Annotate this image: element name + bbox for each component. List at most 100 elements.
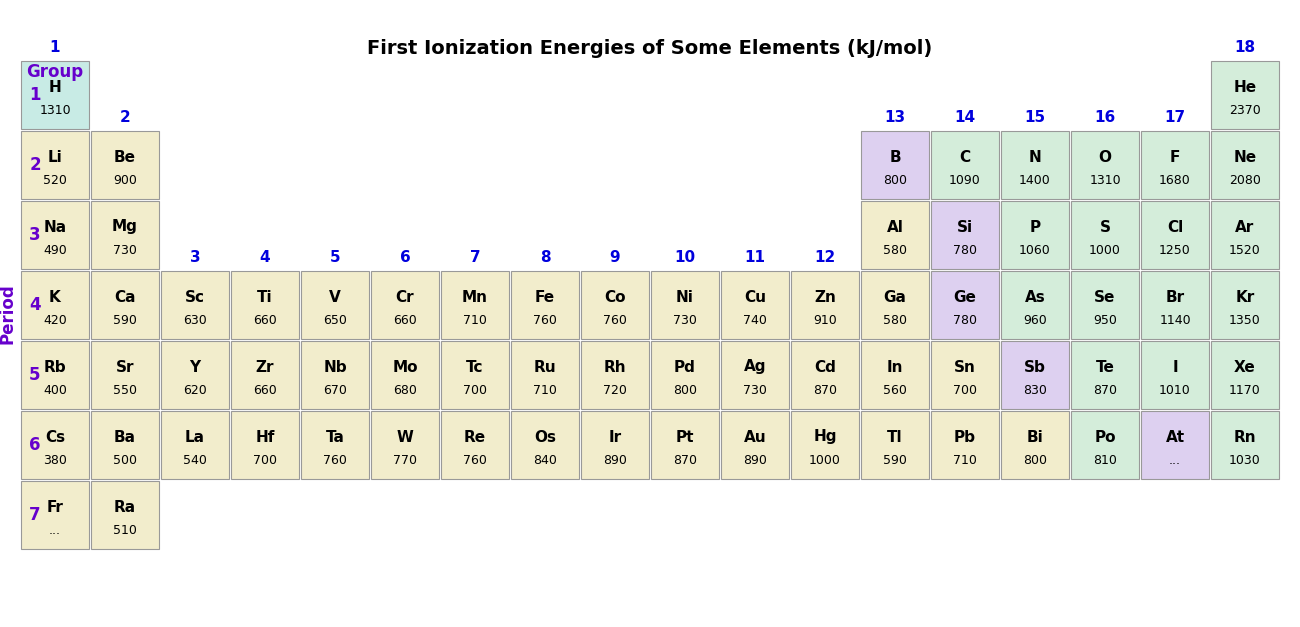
FancyBboxPatch shape	[581, 341, 649, 409]
Text: ...: ...	[49, 524, 61, 537]
Text: Pt: Pt	[676, 429, 694, 445]
FancyBboxPatch shape	[1071, 341, 1139, 409]
FancyBboxPatch shape	[1001, 341, 1069, 409]
Text: 1680: 1680	[1160, 174, 1191, 186]
FancyBboxPatch shape	[370, 271, 439, 339]
Text: 1520: 1520	[1228, 243, 1261, 256]
Text: 780: 780	[953, 243, 978, 256]
Text: Mn: Mn	[462, 290, 488, 305]
Text: Al: Al	[887, 219, 903, 234]
Text: Ca: Ca	[114, 290, 135, 305]
FancyBboxPatch shape	[1212, 131, 1279, 199]
Text: 1010: 1010	[1160, 384, 1191, 396]
Text: 3: 3	[29, 226, 40, 244]
FancyBboxPatch shape	[441, 341, 510, 409]
FancyBboxPatch shape	[21, 271, 88, 339]
Text: 380: 380	[43, 453, 66, 466]
Text: 7: 7	[469, 250, 480, 265]
FancyBboxPatch shape	[651, 411, 719, 479]
Text: 810: 810	[1093, 453, 1117, 466]
Text: 590: 590	[113, 314, 136, 327]
Text: 1090: 1090	[949, 174, 982, 186]
FancyBboxPatch shape	[441, 411, 510, 479]
Text: 11: 11	[745, 250, 766, 265]
FancyBboxPatch shape	[91, 271, 159, 339]
Text: 4: 4	[260, 250, 270, 265]
Text: 7: 7	[29, 506, 40, 524]
FancyBboxPatch shape	[21, 481, 88, 549]
FancyBboxPatch shape	[790, 271, 859, 339]
Text: 490: 490	[43, 243, 66, 256]
Text: 840: 840	[533, 453, 556, 466]
Text: Ge: Ge	[954, 290, 976, 305]
Text: Zn: Zn	[814, 290, 836, 305]
FancyBboxPatch shape	[21, 341, 88, 409]
FancyBboxPatch shape	[302, 341, 369, 409]
Text: 760: 760	[533, 314, 556, 327]
Text: 1400: 1400	[1019, 174, 1050, 186]
FancyBboxPatch shape	[861, 411, 930, 479]
FancyBboxPatch shape	[861, 341, 930, 409]
Text: Rh: Rh	[603, 359, 627, 374]
Text: 510: 510	[113, 524, 136, 537]
FancyBboxPatch shape	[651, 341, 719, 409]
Text: ...: ...	[1169, 453, 1180, 466]
Text: Sn: Sn	[954, 359, 976, 374]
Text: Ni: Ni	[676, 290, 694, 305]
FancyBboxPatch shape	[861, 131, 930, 199]
FancyBboxPatch shape	[1141, 131, 1209, 199]
Text: Zr: Zr	[256, 359, 274, 374]
FancyBboxPatch shape	[1212, 61, 1279, 129]
FancyBboxPatch shape	[91, 131, 159, 199]
Text: Cr: Cr	[395, 290, 415, 305]
Text: 6: 6	[29, 436, 40, 454]
FancyBboxPatch shape	[511, 341, 578, 409]
Text: 540: 540	[183, 453, 207, 466]
Text: 6: 6	[399, 250, 411, 265]
Text: 16: 16	[1095, 110, 1115, 125]
FancyBboxPatch shape	[1212, 411, 1279, 479]
FancyBboxPatch shape	[1212, 271, 1279, 339]
Text: 4: 4	[29, 296, 40, 314]
FancyBboxPatch shape	[790, 411, 859, 479]
Text: Fr: Fr	[47, 500, 64, 515]
FancyBboxPatch shape	[722, 341, 789, 409]
FancyBboxPatch shape	[861, 271, 930, 339]
Text: 560: 560	[883, 384, 907, 396]
Text: 8: 8	[540, 250, 550, 265]
Text: 12: 12	[814, 250, 836, 265]
FancyBboxPatch shape	[1001, 271, 1069, 339]
FancyBboxPatch shape	[1001, 411, 1069, 479]
FancyBboxPatch shape	[302, 271, 369, 339]
Text: 3: 3	[190, 250, 200, 265]
Text: 620: 620	[183, 384, 207, 396]
Text: Au: Au	[744, 429, 766, 445]
Text: S: S	[1100, 219, 1110, 234]
Text: 13: 13	[884, 110, 906, 125]
FancyBboxPatch shape	[1071, 131, 1139, 199]
Text: Ra: Ra	[114, 500, 136, 515]
Text: 17: 17	[1165, 110, 1186, 125]
Text: 18: 18	[1235, 40, 1256, 55]
Text: 580: 580	[883, 314, 907, 327]
Text: 5: 5	[330, 250, 341, 265]
Text: 1030: 1030	[1228, 453, 1261, 466]
Text: 14: 14	[954, 110, 975, 125]
Text: Tl: Tl	[887, 429, 902, 445]
Text: As: As	[1024, 290, 1045, 305]
Text: Si: Si	[957, 219, 974, 234]
Text: 760: 760	[463, 453, 488, 466]
Text: Be: Be	[114, 149, 136, 164]
Text: Os: Os	[534, 429, 556, 445]
FancyBboxPatch shape	[1141, 411, 1209, 479]
Text: 660: 660	[254, 384, 277, 396]
Text: 710: 710	[953, 453, 976, 466]
Text: 2080: 2080	[1228, 174, 1261, 186]
FancyBboxPatch shape	[1071, 411, 1139, 479]
Text: Sb: Sb	[1024, 359, 1046, 374]
FancyBboxPatch shape	[581, 271, 649, 339]
Text: 700: 700	[254, 453, 277, 466]
Text: 730: 730	[113, 243, 136, 256]
Text: Ne: Ne	[1234, 149, 1257, 164]
Text: Sr: Sr	[116, 359, 134, 374]
